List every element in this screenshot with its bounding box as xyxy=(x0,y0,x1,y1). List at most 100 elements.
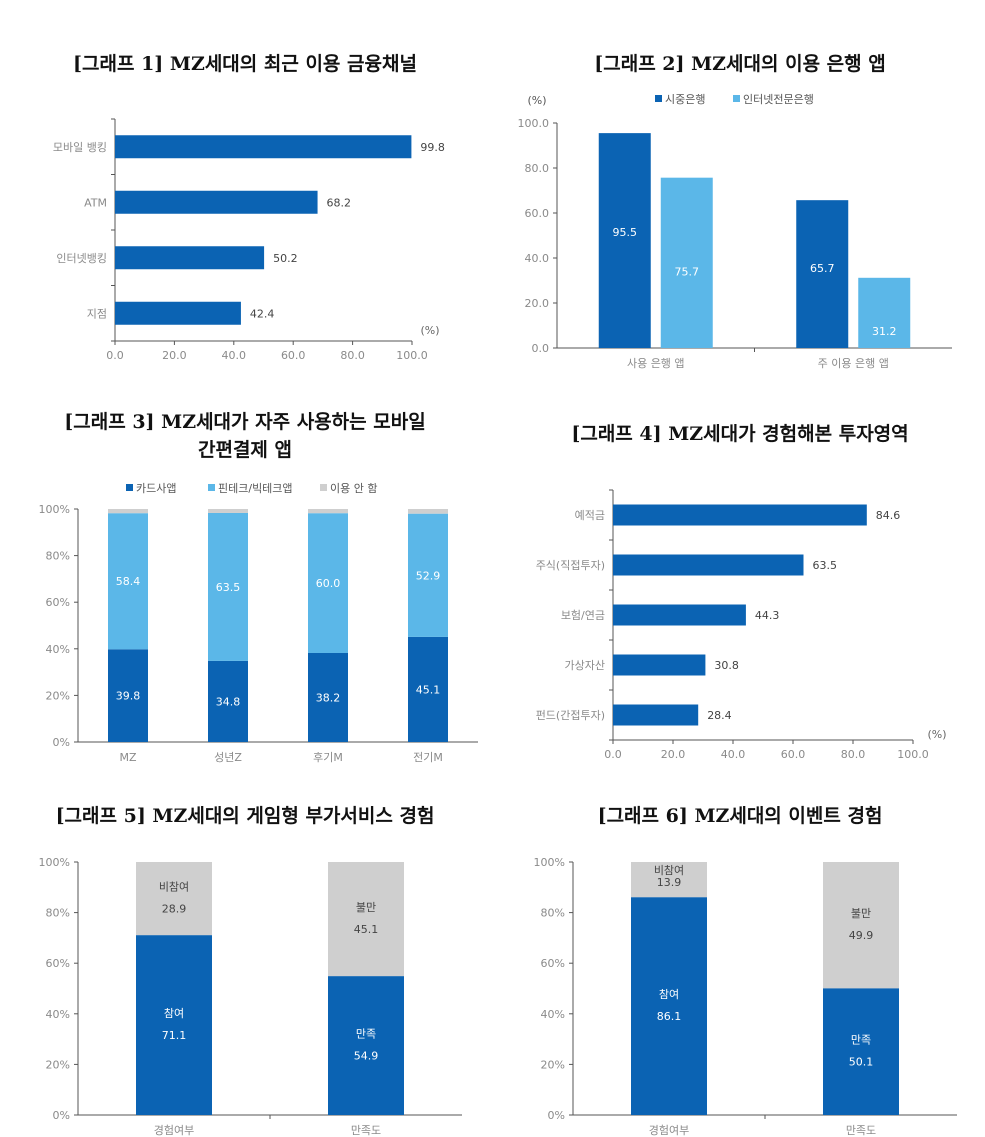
bar-segment xyxy=(136,862,212,936)
bar-segment xyxy=(108,649,148,742)
segment-name-label: 불만 xyxy=(356,901,376,914)
legend-swatch xyxy=(208,484,215,491)
y-tick-label: 20% xyxy=(46,1058,70,1071)
data-label: 99.8 xyxy=(420,141,445,154)
x-tick-label: 80.0 xyxy=(841,748,866,761)
chart-2: (%) 0.0 20.0 40.0 60.0 80.0 100.0 시중은행 인터넷전문은행사용… xyxy=(518,93,952,370)
x-tick-label: 0.0 xyxy=(106,349,124,362)
chart-title-3-line2: 간편결제 앱 xyxy=(197,439,292,461)
unit-label: (%) xyxy=(420,324,439,337)
y-tick-label: 40% xyxy=(46,1008,70,1021)
x-tick-label: 20.0 xyxy=(661,748,686,761)
data-label: 50.1 xyxy=(849,1056,874,1069)
bar xyxy=(613,704,699,726)
x-tick-label: 40.0 xyxy=(721,748,746,761)
data-label: 71.1 xyxy=(162,1029,187,1042)
segment-name-label: 참여 xyxy=(659,988,679,1001)
y-tick-label: 100.0 xyxy=(518,117,550,130)
category-label: 만족도 xyxy=(846,1124,876,1137)
bar-segment xyxy=(208,509,248,513)
segment-name-label: 만족 xyxy=(851,1034,871,1047)
data-label: 39.8 xyxy=(116,690,141,703)
y-tick-label: 60.0 xyxy=(525,207,550,220)
data-label: 31.2 xyxy=(872,325,897,338)
chart-title-6: [그래프 6] MZ세대의 이벤트 경험 xyxy=(597,805,883,827)
y-tick-label: 80% xyxy=(46,907,70,920)
bar-segment xyxy=(631,897,707,1115)
bar-segment xyxy=(136,935,212,1115)
bar xyxy=(660,177,713,348)
y-tick-label: 40% xyxy=(541,1008,565,1021)
data-label: 95.5 xyxy=(613,226,638,239)
category-label: 가상자산 xyxy=(565,659,605,672)
bar-segment xyxy=(308,509,348,514)
data-label: 58.4 xyxy=(116,575,141,588)
y-tick-label: 100% xyxy=(39,856,70,869)
bar xyxy=(796,200,849,348)
chart-title-5: [그래프 5] MZ세대의 게임형 부가서비스 경험 xyxy=(55,805,435,827)
y-tick-label: 60% xyxy=(46,957,70,970)
legend-swatch xyxy=(655,95,662,102)
data-label: 28.4 xyxy=(707,709,732,722)
x-tick-label: 60.0 xyxy=(281,349,306,362)
category-label: 예적금 xyxy=(575,509,605,522)
data-label: 65.7 xyxy=(810,262,835,275)
bar-segment xyxy=(208,512,248,661)
bar xyxy=(613,554,804,576)
y-tick-label: 20% xyxy=(541,1058,565,1071)
legend-label: 이용 안 함 xyxy=(330,482,377,495)
legend-swatch xyxy=(320,484,327,491)
chart-3: 0% 20% 40% 60% 80% 100% 카드사앱 핀테크/빅테크앱 이용 안 함 MZ 39… xyxy=(39,482,478,764)
category-label: 펀드(간접투자) xyxy=(536,709,605,722)
y-tick-label: 60% xyxy=(541,957,565,970)
data-label: 60.0 xyxy=(316,577,341,590)
data-label: 54.9 xyxy=(354,1050,379,1063)
category-label: 만족도 xyxy=(351,1124,381,1137)
bar xyxy=(598,133,651,348)
y-tick-label: 80% xyxy=(541,907,565,920)
category-label: 전기M xyxy=(413,751,443,764)
category-label: 인터넷뱅킹 xyxy=(56,252,107,265)
y-tick-label: 0.0 xyxy=(532,342,550,355)
bar xyxy=(613,604,746,626)
category-label: 주 이용 은행 앱 xyxy=(818,357,889,370)
category-label: ATM xyxy=(84,196,107,209)
bar xyxy=(613,504,867,526)
category-label: 보험/연금 xyxy=(561,609,605,622)
data-label: 30.8 xyxy=(714,659,739,672)
segment-name-label: 비참여 xyxy=(654,864,684,877)
data-label: 84.6 xyxy=(876,509,901,522)
data-label: 38.2 xyxy=(316,691,341,704)
y-tick-label: 0% xyxy=(548,1109,565,1122)
data-label: 63.5 xyxy=(813,559,838,572)
data-label: 45.1 xyxy=(416,683,441,696)
data-label: 50.2 xyxy=(273,252,298,265)
data-label: 68.2 xyxy=(327,196,352,209)
data-label: 75.7 xyxy=(675,265,700,278)
data-label: 49.9 xyxy=(849,929,874,942)
bar-segment xyxy=(308,652,348,742)
category-label: 후기M xyxy=(313,751,343,764)
segment-name-label: 비참여 xyxy=(159,881,189,894)
chart-title-3-line1: [그래프 3] MZ세대가 자주 사용하는 모바일 xyxy=(64,411,426,433)
chart-5: 0% 20% 40% 60% 80% 100% 경험여부 참여 71.1 비참여 28.9 만족도 만족… xyxy=(39,856,462,1137)
x-tick-label: 40.0 xyxy=(222,349,247,362)
data-label: 86.1 xyxy=(657,1010,682,1023)
legend-label: 핀테크/빅테크앱 xyxy=(218,482,293,495)
category-label: 경험여부 xyxy=(154,1124,194,1137)
bar-segment xyxy=(328,976,404,1115)
bar-segment xyxy=(108,513,148,650)
unit-label: (%) xyxy=(927,728,946,741)
legend-swatch xyxy=(733,95,740,102)
y-tick-label: 80.0 xyxy=(525,162,550,175)
y-tick-label: 100% xyxy=(534,856,565,869)
chart-title-1: [그래프 1] MZ세대의 최근 이용 금융채널 xyxy=(73,53,417,75)
bar xyxy=(858,277,911,348)
category-label: 지점 xyxy=(87,307,107,320)
category-label: 성년Z xyxy=(214,751,242,764)
bar-segment xyxy=(823,988,899,1115)
y-tick-label: 20% xyxy=(46,689,70,702)
legend-label: 인터넷전문은행 xyxy=(743,93,814,106)
category-label: 경험여부 xyxy=(649,1124,689,1137)
chart-4: 0.0 20.0 40.0 60.0 80.0 100.0 예적금 84.6 주식(직접투자) 6… xyxy=(536,489,947,761)
